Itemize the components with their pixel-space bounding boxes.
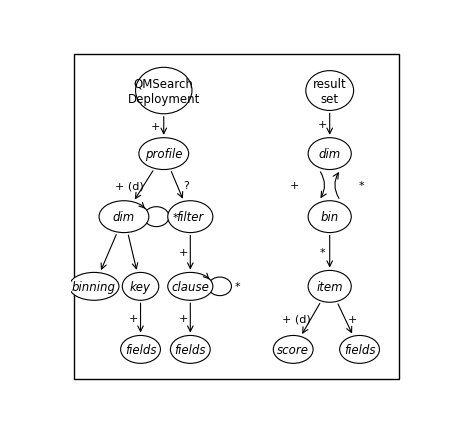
Text: item: item: [316, 280, 343, 293]
Ellipse shape: [139, 138, 188, 170]
Text: binning: binning: [72, 280, 116, 293]
Text: QMSearch
Deployment: QMSearch Deployment: [128, 77, 200, 105]
Text: result
set: result set: [313, 77, 346, 105]
Ellipse shape: [135, 68, 192, 114]
Ellipse shape: [168, 201, 213, 233]
Text: +: +: [290, 181, 299, 190]
Ellipse shape: [122, 273, 159, 301]
Ellipse shape: [274, 336, 313, 363]
Ellipse shape: [144, 207, 169, 227]
Text: +: +: [348, 314, 357, 324]
Ellipse shape: [168, 273, 213, 301]
Text: fields: fields: [125, 343, 156, 356]
Text: + (d): + (d): [115, 181, 143, 190]
Ellipse shape: [308, 271, 351, 303]
Text: +: +: [151, 121, 160, 132]
Ellipse shape: [121, 336, 160, 363]
Text: filter: filter: [176, 211, 204, 224]
Text: +: +: [318, 120, 327, 130]
Ellipse shape: [170, 336, 210, 363]
Text: + (d): + (d): [282, 314, 310, 324]
Text: profile: profile: [145, 148, 182, 161]
Text: key: key: [130, 280, 151, 293]
Text: score: score: [277, 343, 309, 356]
Text: fields: fields: [344, 343, 375, 356]
Text: +: +: [179, 313, 188, 323]
Text: *: *: [359, 181, 364, 190]
Text: fields: fields: [175, 343, 206, 356]
Ellipse shape: [208, 277, 231, 296]
Text: ?: ?: [183, 181, 189, 191]
Text: dim: dim: [319, 148, 341, 161]
Ellipse shape: [306, 71, 353, 111]
Text: *: *: [172, 212, 178, 222]
Text: +: +: [129, 313, 139, 323]
Text: dim: dim: [113, 211, 135, 224]
Text: clause: clause: [171, 280, 209, 293]
Text: *: *: [320, 247, 325, 257]
Ellipse shape: [99, 201, 149, 233]
Ellipse shape: [308, 201, 351, 233]
Ellipse shape: [340, 336, 379, 363]
Ellipse shape: [69, 273, 119, 301]
Text: +: +: [178, 248, 188, 258]
Text: *: *: [235, 282, 240, 292]
Text: bin: bin: [321, 211, 339, 224]
Ellipse shape: [308, 138, 351, 170]
